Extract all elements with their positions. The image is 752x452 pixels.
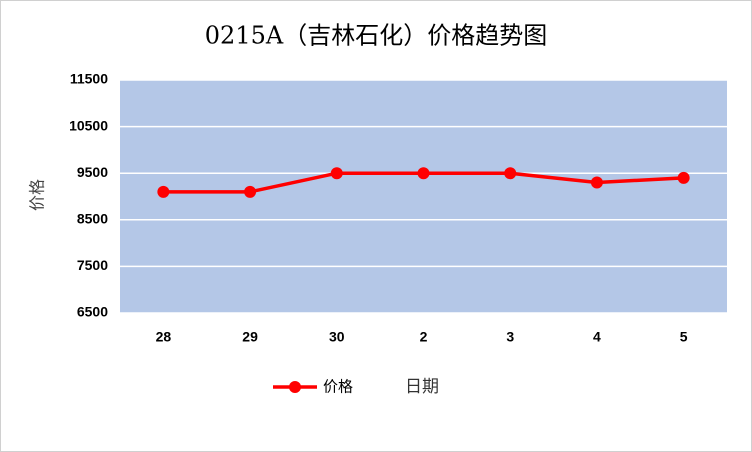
legend-marker xyxy=(289,381,301,393)
x-tick-label: 30 xyxy=(329,329,345,345)
x-tick-label: 5 xyxy=(680,329,688,345)
y-tick-label: 6500 xyxy=(77,304,108,320)
marker xyxy=(417,167,430,180)
marker xyxy=(504,167,517,180)
x-tick-label: 2 xyxy=(420,329,428,345)
x-tick-label: 29 xyxy=(242,329,258,345)
x-tick-label: 4 xyxy=(593,329,601,345)
plot-area xyxy=(120,80,727,313)
marker xyxy=(157,185,170,198)
x-axis-title: 日期 xyxy=(405,377,439,397)
marker xyxy=(330,167,343,180)
x-tick-label: 3 xyxy=(506,329,514,345)
marker xyxy=(244,185,257,198)
y-tick-label: 9500 xyxy=(77,164,108,180)
y-tick-label: 10500 xyxy=(69,117,108,133)
y-axis-title: 价格 xyxy=(28,179,47,211)
y-tick-label: 11500 xyxy=(70,71,108,87)
marker xyxy=(677,171,690,184)
x-tick-label: 28 xyxy=(156,329,172,345)
legend-label: 价格 xyxy=(323,378,353,396)
y-tick-label: 8500 xyxy=(77,211,108,227)
y-tick-label: 7500 xyxy=(77,257,108,273)
marker xyxy=(590,176,603,189)
chart-title: 0215A（吉林石化）价格趋势图 xyxy=(205,22,547,50)
